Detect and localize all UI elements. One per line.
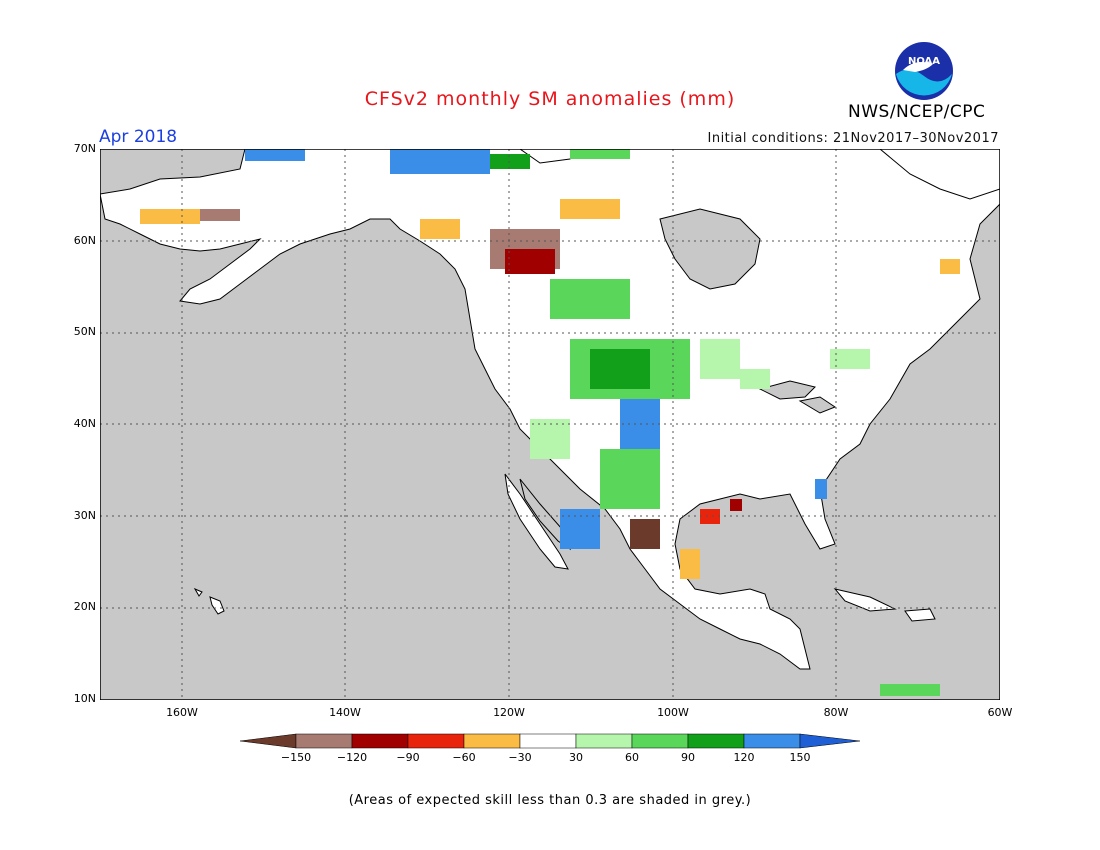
graticule — [100, 149, 1000, 700]
lat-label-40n: 40N — [73, 417, 96, 430]
colorbar-swatch-1 — [295, 733, 353, 749]
lon-label-80w: 80W — [823, 706, 849, 719]
colorbar-swatch-6 — [575, 733, 633, 749]
colorbar-label: −90 — [396, 751, 420, 764]
colorbar-swatch-10 — [799, 733, 861, 749]
colorbar-label: −150 — [280, 751, 312, 764]
colorbar-label: 30 — [569, 751, 583, 764]
colorbar-swatch-0 — [240, 733, 297, 749]
colorbar-label: −60 — [452, 751, 476, 764]
colorbar-label: −120 — [336, 751, 368, 764]
lon-label-140w: 140W — [329, 706, 361, 719]
lat-label-70n: 70N — [73, 142, 96, 155]
colorbar-swatch-7 — [631, 733, 689, 749]
lat-label-30n: 30N — [73, 509, 96, 522]
lon-label-60w: 60W — [987, 706, 1013, 719]
colorbar-swatch-4 — [463, 733, 521, 749]
colorbar — [240, 733, 861, 749]
organization-label: NWS/NCEP/CPC — [848, 102, 986, 122]
colorbar-swatch-2 — [351, 733, 409, 749]
colorbar-swatch-3 — [407, 733, 465, 749]
lon-label-160w: 160W — [166, 706, 198, 719]
initial-conditions: Initial conditions: 21Nov2017–30Nov2017 — [707, 131, 999, 146]
colorbar-label: 90 — [681, 751, 695, 764]
colorbar-label: 120 — [733, 751, 755, 764]
noaa-logo: NOAA — [895, 42, 953, 100]
lon-label-100w: 100W — [657, 706, 689, 719]
colorbar-swatch-5 — [519, 733, 577, 749]
lat-label-10n: 10N — [73, 692, 96, 705]
skill-footnote: (Areas of expected skill less than 0.3 a… — [348, 793, 752, 808]
lat-label-60n: 60N — [73, 234, 96, 247]
colorbar-label: −30 — [508, 751, 532, 764]
soil-moisture-map — [100, 149, 1000, 700]
logo-text: NOAA — [908, 56, 940, 67]
colorbar-label: 60 — [625, 751, 639, 764]
colorbar-label: 150 — [789, 751, 811, 764]
lon-label-120w: 120W — [493, 706, 525, 719]
anomaly-shading — [140, 149, 960, 696]
colorbar-swatch-9 — [743, 733, 801, 749]
lat-label-20n: 20N — [73, 600, 96, 613]
map-title: CFSv2 monthly SM anomalies (mm) — [364, 88, 736, 110]
colorbar-swatch-8 — [687, 733, 745, 749]
forecast-month: Apr 2018 — [99, 127, 178, 147]
lat-label-50n: 50N — [73, 325, 96, 338]
